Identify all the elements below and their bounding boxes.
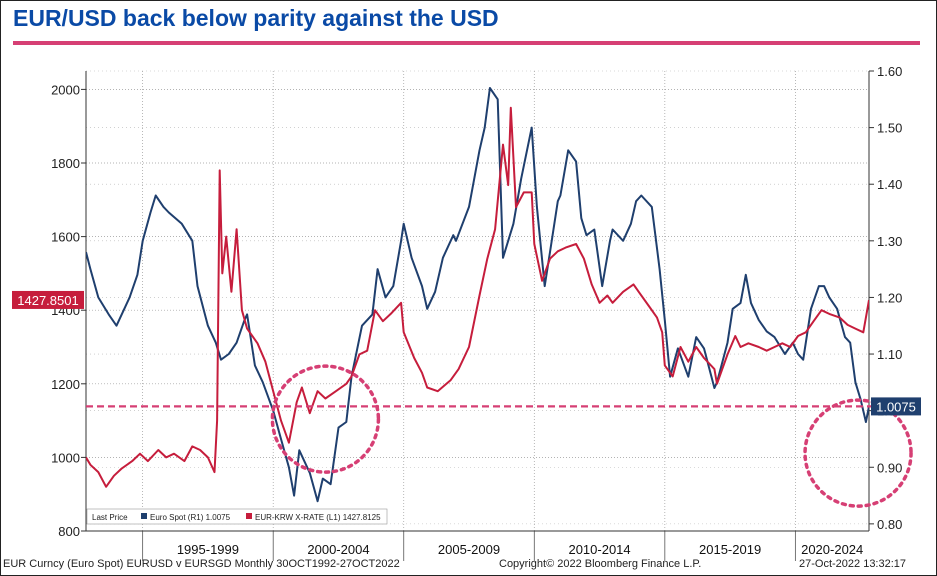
footer-source: EUR Curncy (Euro Spot) EURUSD v EURSGD M… [3,558,400,570]
legend-swatch-1 [246,513,252,519]
right-axis: 0.800.901.001.101.201.301.401.501.60 [868,64,902,532]
legend-label-0: Euro Spot (R1) 1.0075 [150,513,231,522]
left-tick-label-5: 1800 [51,156,80,171]
eurusd-last-value-text: 1.0075 [876,399,916,414]
highlight-circle-1 [803,398,913,508]
period-label-2: 2005-2009 [438,542,500,557]
period-label-1: 2000-2004 [307,542,369,557]
series-line-euro-spot [86,87,869,503]
left-tick-label-0: 800 [58,524,80,539]
legend-heading: Last Price [92,513,128,522]
footer: EUR Curncy (Euro Spot) EURUSD v EURSGD M… [1,558,937,576]
right-tick-label-5: 1.30 [877,234,902,249]
right-tick-label-0: 0.80 [877,517,902,532]
period-axis: 1995-1999 2000-2004 2005-2009 2010-2014 2015… [86,530,869,561]
series-line-eur-krw [86,106,869,488]
period-label-4: 2015-2019 [699,542,761,557]
krw-last-value-badge [12,290,84,309]
footer-copyright: Copyright© 2022 Bloomberg Finance L.P. [499,558,702,570]
footer-timestamp: 27-Oct-2022 13:32:17 [799,558,907,570]
period-label-5: 2020-2024 [801,542,863,557]
left-tick-label-4: 1600 [51,230,80,245]
legend: Last Price Euro Spot (R1) 1.0075 EUR-KRW X… [86,508,388,525]
legend-box [86,508,388,525]
right-tick-label-1: 0.90 [877,460,902,475]
eurusd-last-value-badge [871,397,921,416]
legend-swatch-0 [141,513,147,519]
last-value-badges: 1427.8501 1.0075 [12,290,921,416]
right-tick-label-4: 1.20 [877,290,902,305]
left-tick-label-1: 1000 [51,450,80,465]
right-tick-label-8: 1.60 [877,64,902,79]
annotation-layer [86,364,913,508]
period-label-0: 1995-1999 [177,542,239,557]
left-tick-label-6: 2000 [51,82,80,97]
left-tick-label-2: 1200 [51,377,80,392]
legend-label-1: EUR-KRW X-RATE (L1) 1427.8125 [255,513,381,522]
period-label-3: 2010-2014 [568,542,630,557]
chart-title: EUR/USD back below parity against the US… [13,5,499,31]
right-tick-label-3: 1.10 [877,347,902,362]
highlight-circle-0 [270,364,381,474]
right-tick-label-6: 1.40 [877,177,902,192]
title-underline [13,41,920,45]
series-layer [86,87,869,503]
krw-last-value-text: 1427.8501 [17,293,78,308]
right-tick-label-7: 1.50 [877,121,902,136]
gridlines [86,70,869,532]
